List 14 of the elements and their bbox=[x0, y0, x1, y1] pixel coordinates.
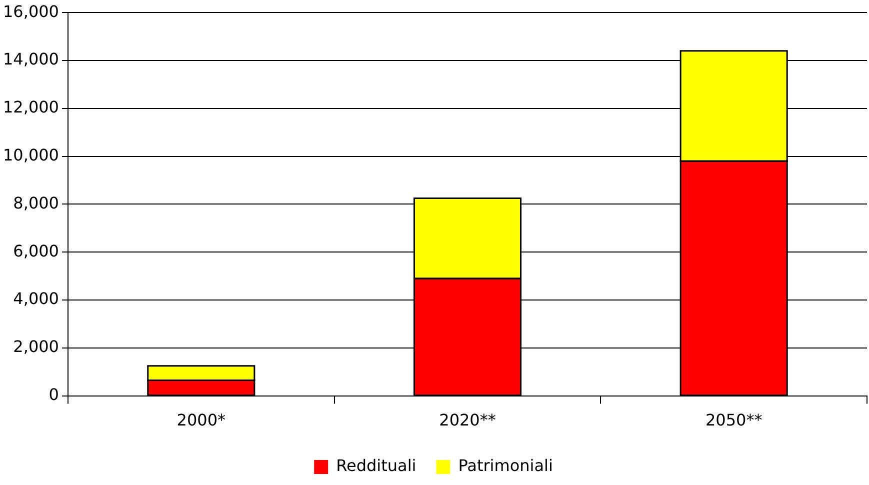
y-tick-label: 16,000 bbox=[3, 2, 59, 21]
y-tick-label: 4,000 bbox=[13, 289, 59, 308]
y-tick-label: 12,000 bbox=[3, 98, 59, 117]
y-tick-label: 2,000 bbox=[13, 337, 59, 356]
legend-label: Reddituali bbox=[336, 456, 416, 476]
y-tick-label: 10,000 bbox=[3, 145, 59, 164]
x-tick-label: 2020** bbox=[439, 410, 496, 430]
legend-label: Patrimoniali bbox=[458, 456, 553, 476]
x-tick-label: 2000* bbox=[176, 410, 226, 430]
y-tick-label: 8,000 bbox=[13, 193, 59, 212]
y-tick-label: 0 bbox=[48, 384, 59, 404]
x-tick-label: 2050** bbox=[705, 410, 762, 430]
y-tick-label: 6,000 bbox=[13, 241, 59, 260]
y-tick-label: 14,000 bbox=[3, 50, 59, 69]
